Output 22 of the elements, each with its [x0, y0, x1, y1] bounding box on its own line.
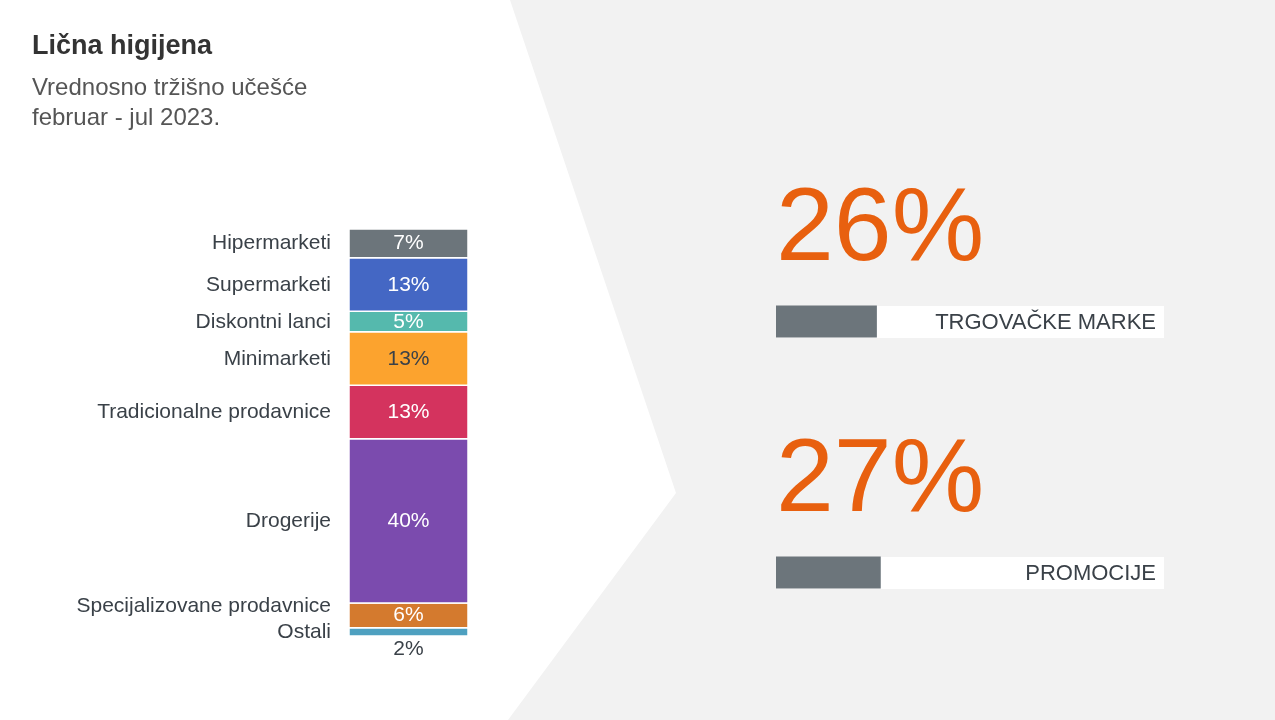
data-label: 2% [393, 635, 424, 659]
data-label: 13% [387, 345, 430, 369]
series-label: Drogerije [245, 507, 331, 531]
data-label: 40% [387, 507, 430, 531]
data-label: 27% [776, 416, 985, 533]
series-label: Tradicionalne prodavnice [97, 398, 331, 422]
series-label: Ostali [277, 618, 331, 642]
category-label: TRGOVAČKE MARKE [935, 308, 1156, 334]
series-label: Specijalizovane prodavnice [76, 592, 331, 616]
data-label: 5% [393, 308, 424, 332]
series-label: Hipermarketi [211, 230, 331, 254]
series-label: Supermarketi [206, 271, 331, 295]
category-label: PROMOCIJE [1025, 559, 1156, 585]
data-label: 13% [387, 398, 430, 422]
chart-subtitle: Vrednosno tržišno učešće februar - jul 2023. [32, 72, 308, 132]
data-label: 7% [393, 230, 424, 254]
text: Lična higijena [32, 30, 213, 61]
series-label: Diskontni lanci [195, 308, 331, 332]
data-label: 6% [393, 602, 424, 626]
data-label: 26% [776, 165, 985, 282]
data-label: 13% [387, 271, 430, 295]
series-label: Minimarketi [223, 345, 331, 369]
